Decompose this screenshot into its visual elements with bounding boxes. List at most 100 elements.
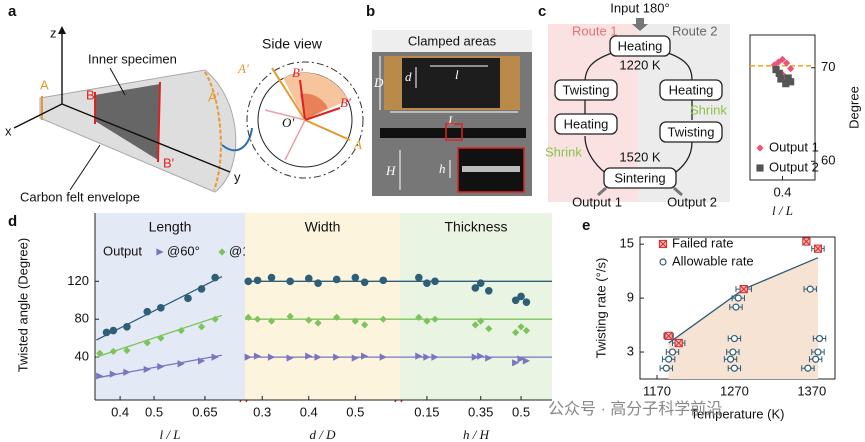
point <box>775 69 783 77</box>
subplot-bg <box>245 213 400 400</box>
x-tick-label: 0.5 <box>145 404 163 419</box>
point <box>109 370 117 378</box>
point <box>511 296 520 305</box>
point <box>787 78 795 86</box>
point <box>674 338 683 348</box>
wedge <box>300 93 328 120</box>
point <box>96 372 104 380</box>
x-tick-label: 0.3 <box>253 404 271 419</box>
marker-label: A' <box>237 61 249 76</box>
point-cross <box>802 237 811 246</box>
route-label: Route 2 <box>672 23 718 38</box>
subplot-title: Length <box>149 219 192 235</box>
area <box>668 257 818 379</box>
point <box>756 164 764 172</box>
point <box>431 315 439 323</box>
point <box>814 348 822 356</box>
temperature: 1520 K <box>619 149 661 164</box>
point <box>664 331 673 340</box>
point <box>143 339 151 347</box>
y-axis-label: Twisting rate (°/s) <box>593 258 608 359</box>
x-tick-label: 0.15 <box>414 404 439 419</box>
point <box>218 248 226 256</box>
point <box>360 278 369 287</box>
point <box>361 321 369 329</box>
subplot-bg <box>400 213 552 400</box>
y-tick-label: 15 <box>620 236 634 251</box>
dim-label: l <box>455 67 459 82</box>
step-box <box>554 79 618 101</box>
y-tick-label: 120 <box>67 273 89 288</box>
point-cross <box>659 240 667 248</box>
legend-label: Output 2 <box>769 159 819 174</box>
panel-b: Clamped areas D d l L H h <box>372 30 532 196</box>
step-box <box>603 167 677 189</box>
leader <box>109 67 126 96</box>
connectors <box>584 51 693 177</box>
point <box>423 279 431 288</box>
point <box>729 348 737 356</box>
step-box <box>609 35 671 57</box>
point <box>726 355 735 363</box>
label: Inner specimen <box>88 51 177 66</box>
x-tick-label: 0.35 <box>468 404 493 419</box>
shrink-label: Shrink <box>545 144 582 159</box>
specimen-shape <box>95 84 160 160</box>
point <box>813 244 823 253</box>
arrow <box>58 26 66 34</box>
arrow <box>632 18 648 31</box>
point <box>253 315 262 323</box>
step: Twisting <box>563 82 610 97</box>
point <box>286 312 294 320</box>
point <box>197 285 206 293</box>
x-tick-label: 0.4 <box>111 404 129 419</box>
ray <box>304 119 351 141</box>
point <box>782 80 790 88</box>
point <box>658 239 668 249</box>
point <box>415 352 423 360</box>
point <box>522 298 531 306</box>
point <box>244 277 253 286</box>
side-view-title: Side view <box>262 36 323 52</box>
y-tick-label: 40 <box>75 349 89 364</box>
point <box>286 354 294 362</box>
legend-label: Output 1 <box>769 139 819 154</box>
point <box>177 326 185 335</box>
point <box>777 75 785 83</box>
point <box>806 285 814 293</box>
x-axis-label: l / L <box>772 203 793 218</box>
legend-label: Allowable rate <box>672 253 754 268</box>
marker-label: B' <box>163 155 174 170</box>
point <box>351 354 359 362</box>
watermark: 公众号 · 高分子科学前沿 <box>548 400 722 418</box>
x-axis-label: l / L <box>160 427 181 442</box>
point <box>756 144 764 152</box>
point <box>732 303 740 311</box>
arrow <box>597 186 683 197</box>
axis-label: z <box>50 25 57 40</box>
point <box>156 248 164 256</box>
shrink-label: Shrink <box>690 102 727 117</box>
point <box>211 273 219 282</box>
point <box>244 353 252 361</box>
zoom-layer <box>462 166 520 172</box>
step: Heating <box>564 116 609 131</box>
dim-label: d <box>405 69 412 84</box>
point <box>123 322 131 331</box>
point <box>211 353 219 361</box>
point <box>286 277 294 286</box>
y-axis-label: Twisted angle (Degree) <box>15 238 30 372</box>
step: Sintering <box>614 170 665 185</box>
point <box>184 294 192 303</box>
photo-top <box>372 30 532 52</box>
ray <box>264 109 306 121</box>
y-tick-label: 3 <box>627 343 634 358</box>
output-label: Output 1 <box>572 194 622 209</box>
marker-label: B' <box>340 95 351 110</box>
point <box>431 353 439 361</box>
point <box>784 74 792 82</box>
point <box>333 313 341 321</box>
y-tick-label: 80 <box>75 311 89 326</box>
panel-label: a <box>8 3 17 20</box>
